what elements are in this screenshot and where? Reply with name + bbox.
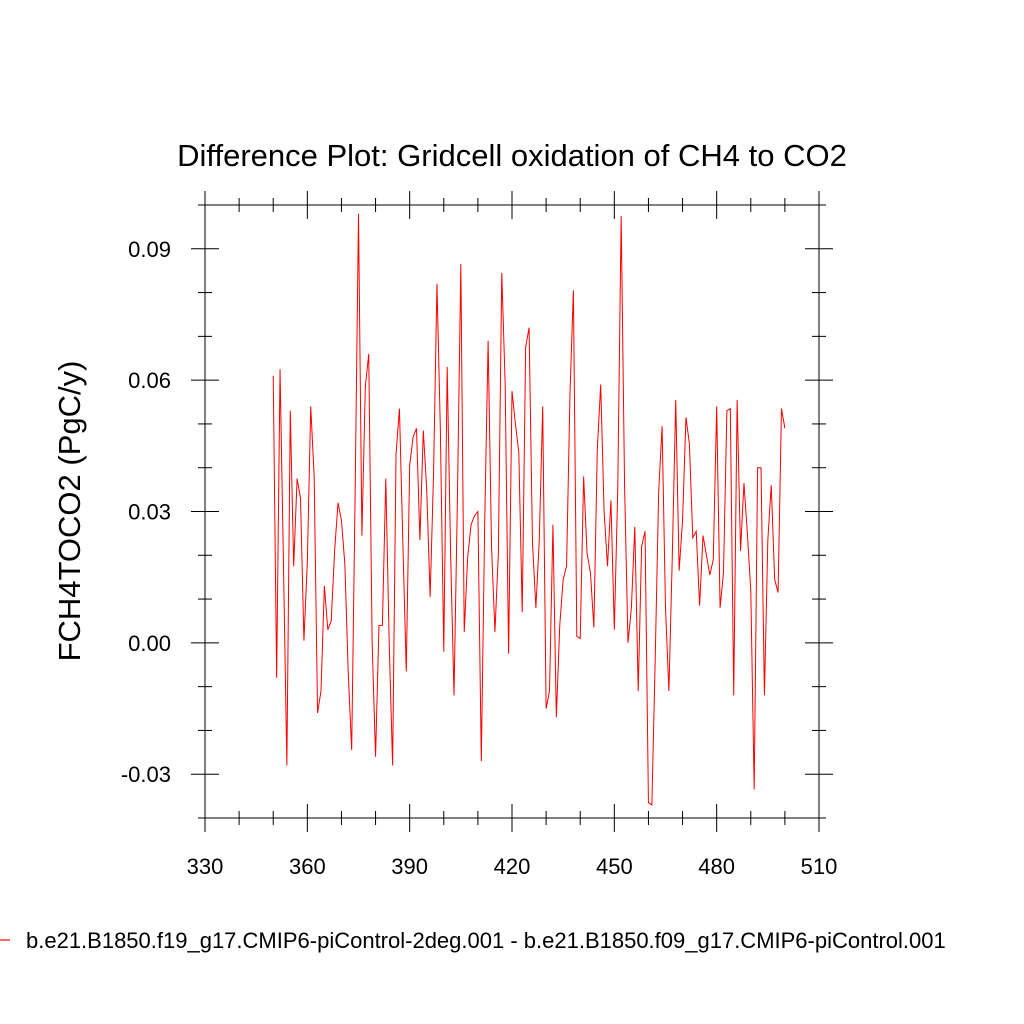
x-tick-label: 330: [187, 854, 224, 879]
data-series-line: [272, 213, 786, 806]
y-tick-label: 0.00: [128, 631, 171, 656]
x-tick-label: 420: [494, 854, 531, 879]
y-tick-label: 0.03: [128, 500, 171, 525]
chart-title: Difference Plot: Gridcell oxidation of C…: [177, 138, 847, 173]
plot-frame: [204, 204, 820, 819]
x-tick-label: 390: [391, 854, 428, 879]
y-tick-label: 0.06: [128, 368, 171, 393]
axis-ticks: [191, 191, 833, 832]
x-tick-label: 510: [801, 854, 838, 879]
legend-label: b.e21.B1850.f19_g17.CMIP6-piControl-2deg…: [26, 928, 946, 953]
x-tick-label: 480: [698, 854, 735, 879]
x-tick-label: 450: [596, 854, 633, 879]
legend: b.e21.B1850.f19_g17.CMIP6-piControl-2deg…: [0, 928, 946, 953]
axis-tick-labels: 330 360 390 420 450 480 510 -0.03 0.00 0.03 0.06 0.…: [121, 237, 838, 879]
y-tick-label: -0.03: [121, 762, 171, 787]
x-tick-label: 360: [289, 854, 326, 879]
y-tick-label: 0.09: [128, 237, 171, 262]
y-axis-label: FCH4TOCO2 (PgC/y): [52, 361, 87, 662]
